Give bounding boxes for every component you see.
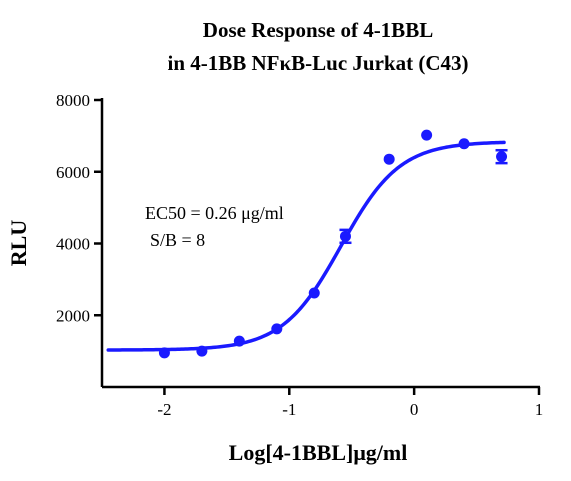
- y-tick-label: 4000: [56, 235, 90, 254]
- x-tick-label: 1: [535, 400, 544, 419]
- chart-title-line-1: Dose Response of 4-1BBL: [203, 18, 433, 42]
- y-tick-label: 8000: [56, 91, 90, 110]
- y-tick-label: 2000: [56, 306, 90, 325]
- y-axis-title: RLU: [6, 220, 31, 267]
- data-point: [383, 153, 395, 165]
- data-point: [458, 138, 470, 150]
- ticks: 2000 4000 6000 8000 -2 -1 0 1: [56, 91, 543, 419]
- data-point: [421, 129, 433, 141]
- data-point: [496, 151, 508, 163]
- annotation-sb: S/B = 8: [150, 230, 205, 250]
- data-point: [271, 323, 283, 335]
- data-point: [158, 347, 170, 359]
- data-point: [233, 335, 245, 347]
- data-points: [158, 129, 508, 359]
- data-point: [339, 230, 351, 242]
- x-axis-title: Log[4-1BBL]μg/ml: [229, 440, 408, 465]
- chart-title-line-2: in 4-1BB NFκB-Luc Jurkat (C43): [167, 51, 468, 75]
- x-tick-label: 0: [410, 400, 419, 419]
- data-point: [308, 287, 320, 299]
- x-tick-label: -2: [157, 400, 171, 419]
- y-tick-label: 6000: [56, 163, 90, 182]
- fit-curve: [106, 140, 506, 352]
- x-tick-label: -1: [282, 400, 296, 419]
- data-point: [196, 345, 208, 357]
- annotation-ec50: EC50 = 0.26 μg/ml: [145, 203, 284, 223]
